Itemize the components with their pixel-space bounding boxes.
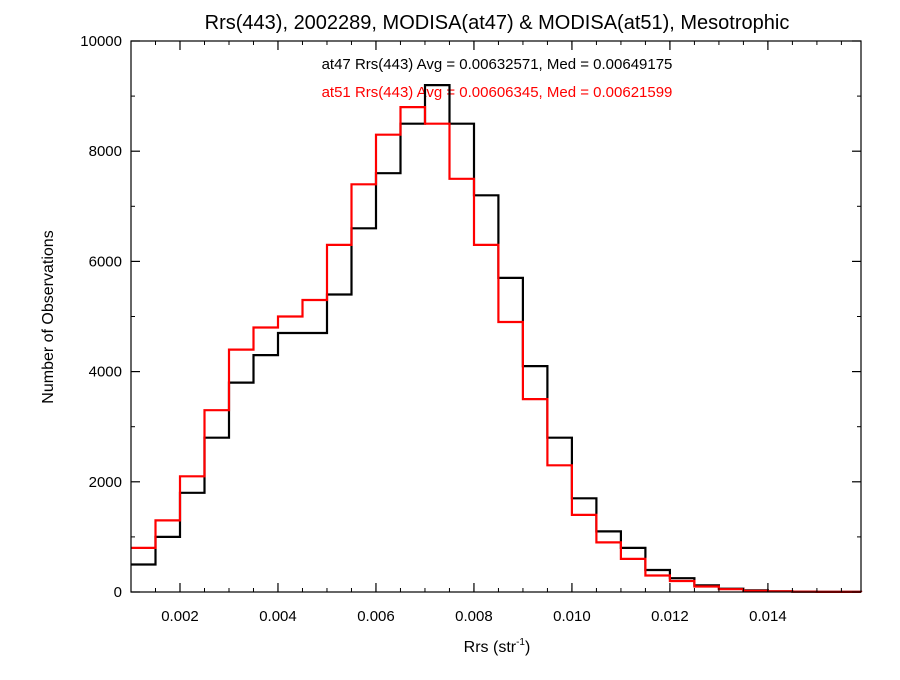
y-tick-label: 6000 (89, 253, 122, 270)
x-tick-label: 0.004 (259, 608, 297, 625)
axes-layer: 0.002 0.004 0.006 0.008 0.010 0.012 0.014 0 2000… (80, 33, 862, 625)
x-tick-label: 0.010 (553, 608, 591, 625)
stats-annotation-1: at51 Rrs(443) Avg = 0.00606345, Med = 0.… (322, 84, 673, 101)
y-tick-label: 4000 (89, 364, 122, 381)
x-tick-label: 0.006 (357, 608, 395, 625)
stats-annotation-0: at47 Rrs(443) Avg = 0.00632571, Med = 0.… (322, 56, 673, 73)
x-tick-label: 0.002 (161, 608, 199, 625)
series-line-1 (131, 106, 863, 593)
x-axis-label-main: Rrs (str (464, 639, 517, 656)
y-axis-label: Number of Observations (40, 230, 57, 403)
x-tick-label: 0.008 (455, 608, 493, 625)
x-axis-label: Rrs (str-1) (464, 637, 531, 656)
y-tick-label: 8000 (89, 143, 122, 160)
x-tick-label: 0.012 (651, 608, 689, 625)
y-tick-label: 2000 (89, 474, 122, 491)
x-axis-label-superscript: -1 (516, 637, 525, 648)
x-tick-label: 0.014 (749, 608, 787, 625)
y-tick-label: 10000 (80, 33, 122, 50)
series-line-0 (131, 84, 863, 593)
plot-frame (130, 40, 862, 593)
annotations-group: at47 Rrs(443) Avg = 0.00632571, Med = 0.… (322, 56, 673, 101)
chart-title: Rrs(443), 2002289, MODISA(at47) & MODISA… (205, 12, 790, 34)
series-layer (131, 84, 863, 593)
x-axis-label-close: ) (525, 639, 530, 656)
y-tick-label: 0 (114, 584, 122, 601)
